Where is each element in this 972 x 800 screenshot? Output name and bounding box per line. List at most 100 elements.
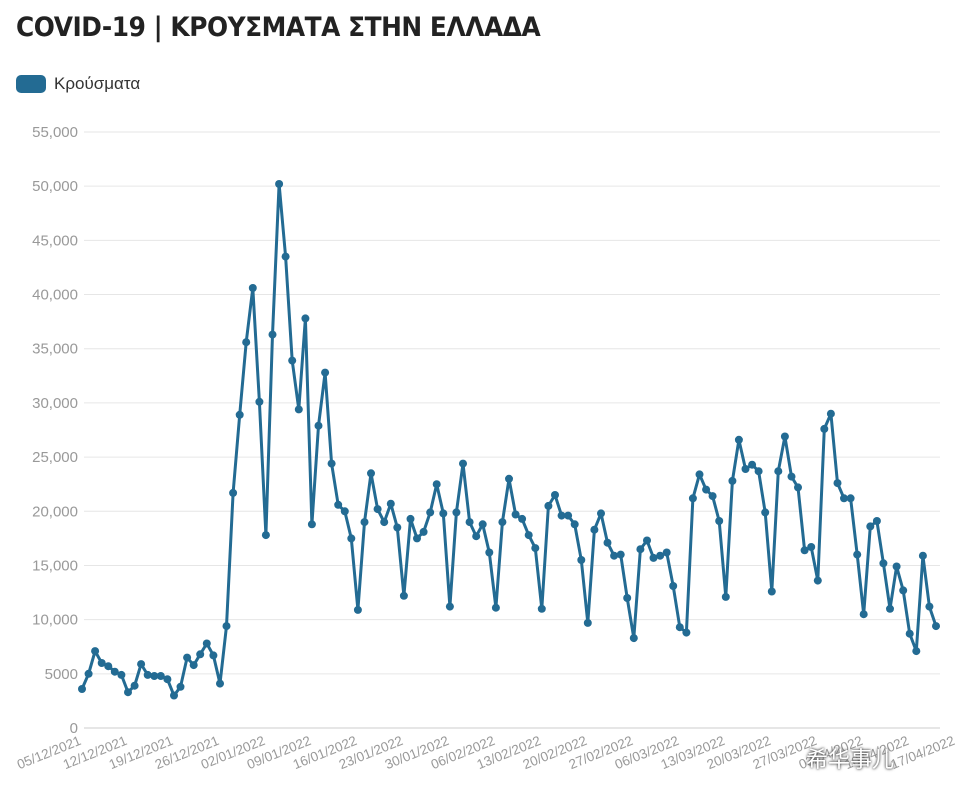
data-point [636,545,645,554]
data-point [216,679,224,688]
data-point [853,550,862,559]
data-point [879,559,888,568]
data-point [925,602,934,611]
data-point [419,527,428,536]
data-point [728,476,737,485]
data-point [261,531,270,540]
data-point [702,485,711,494]
data-point [91,647,100,656]
data-point [721,592,730,601]
data-point [780,432,789,441]
data-point [413,534,421,543]
data-point [189,661,198,670]
data-point [511,510,520,519]
data-point [748,460,757,469]
y-tick-label: 0 [70,720,78,737]
data-point [564,511,573,520]
data-point [156,672,165,680]
data-point [623,594,632,602]
y-tick-label: 45,000 [32,232,78,249]
data-point [695,470,704,479]
legend[interactable]: Κρούσματα [16,74,140,94]
data-point [616,550,625,559]
data-point [478,520,487,529]
data-point [531,544,540,553]
y-axis-labels: 0 5000 10,000 15,000 20,000 25,000 30,000 35,00… [32,124,78,737]
data-point [163,675,172,684]
data-point [84,669,93,678]
data-point [137,660,146,669]
data-point [551,491,559,499]
data-point [557,511,566,520]
data-point [485,548,494,557]
data-point [682,628,691,637]
data-point [544,501,553,510]
data-point [767,587,776,596]
chart-title: COVID-19 | ΚΡΟΥΣΜΑΤΑ ΣΤΗΝ ΕΛΛΑΔΑ [16,12,541,43]
data-point [373,505,382,514]
data-point [675,623,684,632]
data-point [840,494,848,503]
data-point [380,518,389,527]
data-point [360,518,369,527]
data-point [301,314,310,323]
data-point [465,518,474,527]
data-point [905,629,914,638]
data-point [242,338,251,347]
data-point [833,479,842,488]
data-point [196,650,205,659]
data-point [202,639,211,648]
data-point [583,618,592,627]
grid-lines [84,131,940,729]
y-tick-label: 5000 [45,666,78,683]
data-point [222,622,231,631]
y-tick-label: 40,000 [32,287,78,304]
data-point [669,582,678,590]
data-point [774,467,783,476]
data-point [800,546,809,555]
data-point [78,685,86,693]
data-point [597,509,605,518]
data-point [170,691,178,700]
data-point [899,586,908,595]
data-point [708,492,717,501]
data-point [294,405,303,414]
y-tick-label: 35,000 [32,341,78,358]
data-point [577,556,586,564]
data-point [787,472,796,481]
data-point [235,410,244,419]
data-point [518,514,527,523]
data-point [445,602,454,611]
data-point [715,517,724,525]
data-point [761,508,770,517]
data-point [537,604,546,613]
data-point [603,538,612,547]
data-point [104,662,113,671]
data-point [117,670,126,679]
data-point [794,483,802,492]
data-point [807,543,816,551]
data-point [656,551,665,560]
data-point [268,330,277,339]
data-point [872,517,881,525]
series-line [80,182,938,697]
data-point [524,531,533,540]
data-point [932,622,940,631]
data-point [643,536,651,545]
data-point [386,499,395,508]
data-point [610,551,619,560]
data-point [334,500,343,509]
data-point [110,667,119,676]
data-point [288,356,297,365]
data-point [918,551,927,560]
data-point [150,672,159,680]
data-point [452,508,461,517]
y-tick-label: 50,000 [32,178,78,195]
data-point [432,480,441,489]
data-point [590,525,599,534]
data-point [307,520,316,529]
data-point [866,522,875,531]
data-point [340,507,349,516]
data-point [143,670,152,679]
data-point [741,465,750,473]
